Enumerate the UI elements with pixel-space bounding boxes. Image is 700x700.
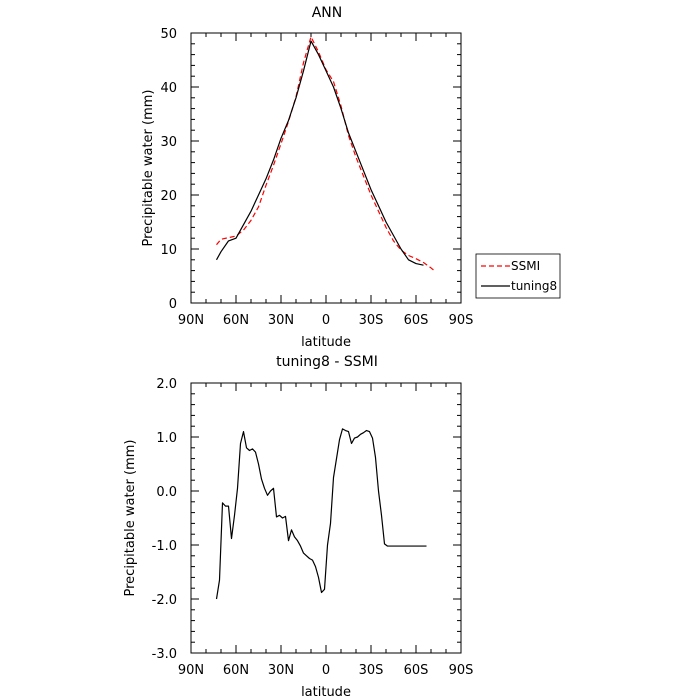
y-tick-label: 50 (160, 27, 177, 42)
y-tick-label: 1.0 (156, 431, 177, 446)
y-tick-label: 20 (160, 189, 177, 204)
bottom-y-axis-label: Precipitable water (mm) (123, 440, 138, 597)
top-chart-title: ANN (312, 5, 343, 21)
bottom-chart-title: tuning8 - SSMI (276, 354, 378, 370)
bottom-ticks (190, 382, 462, 654)
legend: SSMI tuning8 (475, 253, 561, 299)
y-tick-label: 30 (160, 135, 177, 150)
x-tick-label: 0 (322, 313, 330, 328)
x-tick-label: 60S (404, 663, 429, 678)
y-tick-label: -3.0 (152, 647, 177, 662)
bottom-chart: tuning8 - SSMI 90N 60N 30N 0 30S 60S 90S -3.0 -2… (123, 354, 473, 700)
x-tick-label: 30N (268, 313, 294, 328)
top-plot-frame (190, 32, 462, 304)
y-tick-label: 10 (160, 243, 177, 258)
x-tick-label: 30N (268, 663, 294, 678)
y-tick-label: -2.0 (152, 593, 177, 608)
legend-box (475, 253, 561, 299)
y-tick-label: 0.0 (156, 485, 177, 500)
x-tick-label: 60N (223, 663, 249, 678)
x-tick-label: 60S (404, 313, 429, 328)
y-tick-label: 2.0 (156, 377, 177, 392)
top-series (215, 36, 436, 273)
x-tick-label: 90N (178, 313, 204, 328)
legend-label-ssmi: SSMI (511, 259, 540, 273)
top-x-axis-label: latitude (301, 335, 351, 350)
x-tick-label: 90S (449, 663, 474, 678)
x-tick-label: 60N (223, 313, 249, 328)
y-tick-label: -1.0 (152, 539, 177, 554)
series-line-difference (215, 428, 427, 600)
top-ticks (190, 32, 462, 304)
x-tick-label: 90S (449, 313, 474, 328)
bottom-x-axis-label: latitude (301, 685, 351, 700)
top-tick-labels: 90N 60N 30N 0 30S 60S 90S 0 10 20 30 40 50 (160, 27, 473, 328)
x-tick-label: 90N (178, 663, 204, 678)
top-chart: ANN 90N 60N 30N 0 30S 60S 90S 0 10 20 30 40 50 latit… (141, 5, 561, 350)
legend-label-tuning8: tuning8 (511, 279, 557, 293)
bottom-plot-frame (190, 382, 462, 654)
x-tick-label: 30S (359, 313, 384, 328)
y-tick-label: 0 (169, 297, 177, 312)
x-tick-label: 30S (359, 663, 384, 678)
x-tick-label: 0 (322, 663, 330, 678)
y-tick-label: 40 (160, 81, 177, 96)
bottom-tick-labels: 90N 60N 30N 0 30S 60S 90S -3.0 -2.0 -1.0 0.0 1.0 2.0 (152, 377, 474, 678)
bottom-series (215, 428, 427, 600)
top-y-axis-label: Precipitable water (mm) (141, 90, 156, 247)
series-line-tuning8 (215, 40, 424, 266)
